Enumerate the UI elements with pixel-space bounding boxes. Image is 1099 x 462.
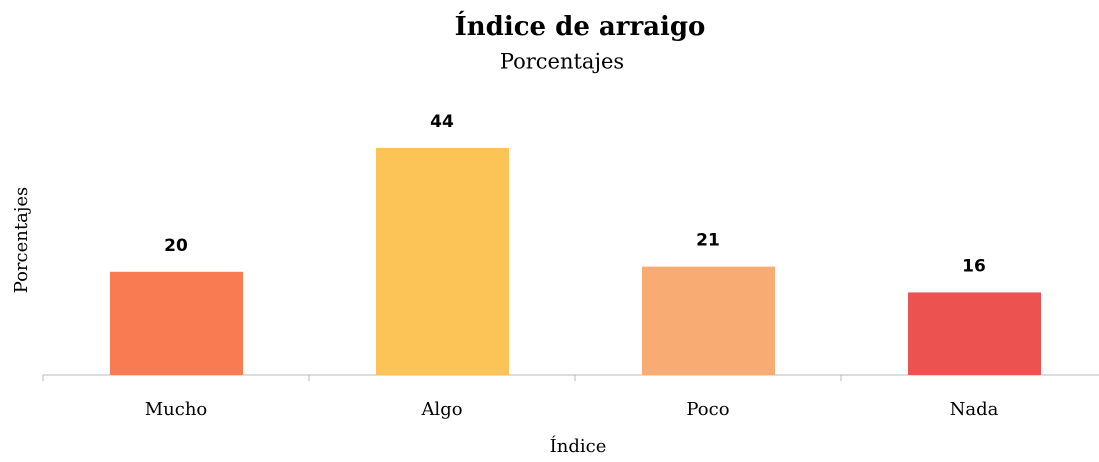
x-tick-label: Mucho — [145, 399, 208, 420]
bar — [110, 271, 243, 375]
bar — [642, 266, 775, 375]
x-tick-label: Poco — [686, 399, 729, 420]
chart-subtitle: Porcentajes — [500, 50, 624, 74]
data-label: 20 — [164, 236, 188, 256]
y-axis-label: Porcentajes — [11, 187, 32, 294]
data-label: 16 — [962, 256, 986, 276]
bar — [908, 292, 1041, 375]
x-tick-label: Nada — [950, 399, 999, 420]
data-label: 44 — [430, 112, 454, 132]
chart-title: Índice de arraigo — [455, 10, 706, 42]
bar — [376, 147, 509, 375]
x-tick-label: Algo — [420, 399, 462, 420]
x-axis-label: Índice — [550, 434, 607, 457]
data-label: 21 — [696, 231, 720, 251]
